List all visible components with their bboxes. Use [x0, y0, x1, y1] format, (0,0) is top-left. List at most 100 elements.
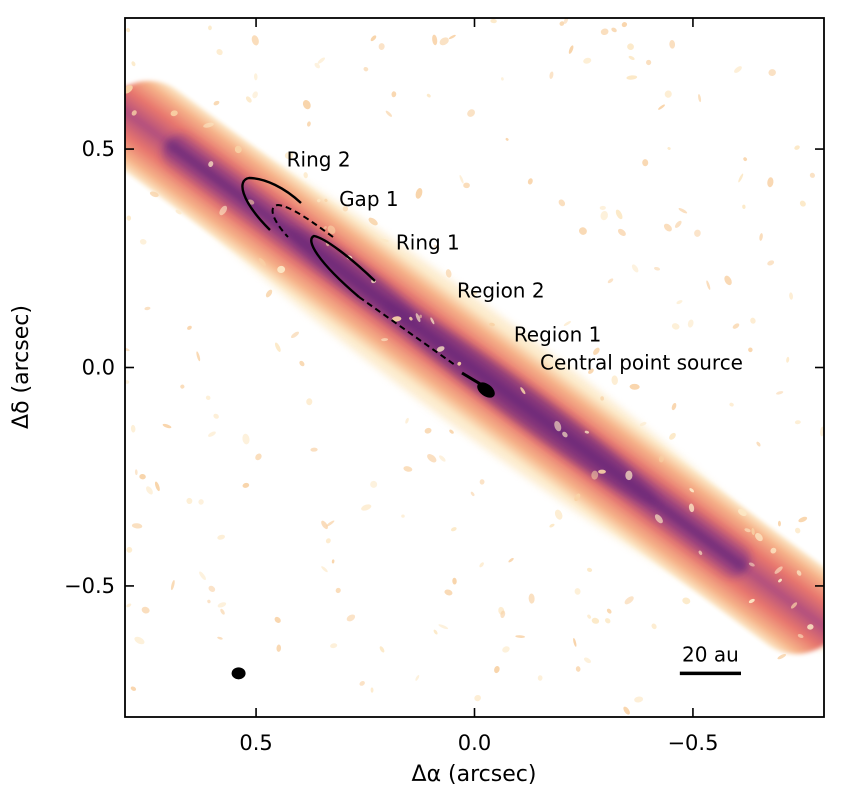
noise-speck: [126, 215, 132, 221]
noise-speck: [208, 585, 216, 593]
noise-speck: [629, 383, 640, 390]
noise-speck: [474, 694, 481, 702]
noise-speck: [342, 206, 349, 212]
noise-speck: [794, 420, 801, 425]
noise-speck: [170, 110, 178, 117]
noise-speck: [654, 514, 663, 524]
noise-speck: [743, 157, 748, 162]
noise-speck: [409, 316, 413, 321]
noise-speck: [470, 491, 475, 497]
noise-speck: [126, 603, 132, 608]
noise-speck: [316, 198, 321, 203]
noise-speck: [368, 217, 378, 226]
noise-speck: [768, 69, 776, 77]
noise-speck: [490, 18, 497, 24]
noise-speck: [381, 338, 389, 342]
noise-speck: [479, 479, 485, 485]
noise-speck: [415, 675, 420, 681]
noise-speck: [528, 593, 535, 604]
noise-speck: [663, 223, 672, 232]
noise-speck: [439, 37, 449, 46]
noise-speck: [554, 420, 562, 432]
noise-speck: [432, 34, 438, 46]
noise-speck: [359, 680, 365, 686]
noise-speck: [131, 61, 136, 67]
noise-speck: [306, 398, 313, 406]
noise-speck: [777, 653, 787, 660]
noise-speck: [213, 100, 220, 106]
noise-speck: [671, 323, 680, 330]
noise-speck: [500, 610, 506, 619]
annotation-label: Region 1: [514, 322, 602, 346]
noise-speck: [600, 28, 609, 35]
noise-speck: [198, 499, 204, 505]
noise-speck: [694, 229, 701, 237]
noise-speck: [370, 480, 378, 488]
noise-speck: [750, 317, 756, 324]
ring-1-contour: [310, 234, 376, 298]
noise-speck: [607, 278, 614, 284]
y-tick-label: 0.0: [82, 356, 115, 380]
noise-speck: [379, 238, 389, 243]
noise-speck: [502, 646, 510, 653]
noise-speck: [379, 646, 385, 653]
noise-speck: [335, 587, 341, 594]
noise-speck: [370, 687, 374, 693]
noise-speck: [738, 173, 744, 183]
region-1-contour: [461, 371, 483, 387]
x-axis-label: Δα (arcsec): [412, 762, 537, 787]
noise-speck: [207, 599, 211, 604]
noise-speck: [310, 447, 318, 452]
noise-speck: [391, 316, 402, 322]
noise-speck: [130, 686, 137, 691]
noise-speck: [325, 538, 331, 544]
x-tick-label: 0.0: [458, 731, 491, 755]
noise-speck: [242, 482, 250, 488]
noise-speck: [698, 550, 703, 556]
noise-speck: [748, 562, 755, 567]
noise-speck: [162, 423, 172, 429]
noise-speck: [199, 571, 206, 581]
noise-speck: [799, 200, 806, 207]
noise-speck: [252, 91, 258, 99]
noise-speck: [774, 566, 783, 574]
y-axis-label: Δδ (arcsec): [9, 305, 34, 429]
background-noise: [125, 18, 824, 715]
noise-speck: [527, 178, 533, 185]
noise-speck: [642, 159, 649, 167]
noise-speck: [669, 432, 676, 440]
noise-speck: [500, 77, 504, 81]
noise-speck: [331, 559, 335, 564]
noise-speck: [748, 598, 755, 604]
noise-speck: [494, 665, 500, 674]
annotation-label: Central point source: [540, 351, 743, 375]
noise-speck: [778, 578, 782, 583]
noise-speck: [430, 317, 435, 325]
noise-speck: [658, 455, 665, 463]
noise-speck: [317, 57, 326, 64]
noise-speck: [361, 504, 372, 511]
noise-speck: [255, 453, 262, 461]
noise-speck: [599, 205, 606, 210]
noise-speck: [217, 534, 225, 540]
noise-speck: [667, 147, 671, 150]
ring-2-contour: [241, 176, 302, 231]
noise-speck: [651, 623, 657, 630]
x-tick-label: −0.5: [667, 731, 718, 755]
noise-speck: [217, 602, 227, 608]
noise-speck: [617, 228, 626, 237]
beam-ellipse: [231, 667, 246, 680]
noise-speck: [134, 469, 138, 476]
noise-speck: [175, 209, 182, 215]
noise-speck: [125, 347, 130, 352]
noise-speck: [598, 469, 606, 474]
noise-speck: [574, 493, 581, 502]
noise-speck: [363, 66, 369, 72]
noise-speck: [433, 244, 440, 250]
noise-speck: [291, 331, 300, 339]
noise-speck: [205, 395, 211, 400]
noise-speck: [809, 172, 815, 178]
noise-speck: [324, 198, 328, 203]
noise-speck: [734, 66, 742, 73]
noise-speck: [563, 321, 571, 327]
